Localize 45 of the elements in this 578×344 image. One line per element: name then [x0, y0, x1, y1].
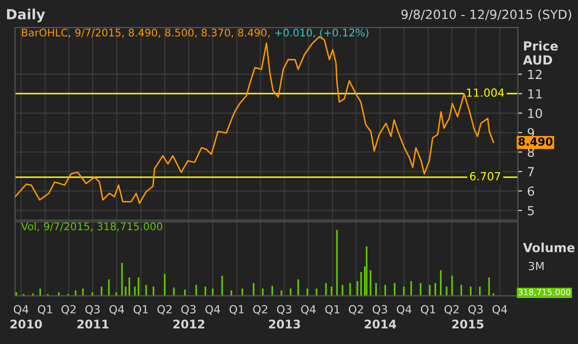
- x-tick-label: Q2: [157, 305, 172, 315]
- chart-title: Daily: [7, 8, 46, 22]
- x-tick-label: Q1: [230, 305, 244, 315]
- y-tick-label: 12: [528, 70, 542, 79]
- y-axis-title: Volume: [522, 242, 575, 252]
- x-tick-label: Q2: [444, 305, 459, 315]
- x2-tick-label: 2012: [173, 320, 204, 329]
- y-tick-label: 7: [528, 167, 534, 176]
- annotation: +0.010, (+0.12%): [275, 28, 368, 38]
- text: 318,715.000: [518, 288, 570, 296]
- annotation: Vol, 9/7/2015, 318,715.000: [21, 222, 162, 232]
- x-tick-label: Q4: [301, 305, 316, 315]
- annotation: 8.490: [518, 137, 552, 146]
- text: 3M: [528, 262, 544, 270]
- x2-tick-label: 2010: [10, 320, 42, 329]
- y-tick-label: 10: [528, 108, 542, 118]
- x-tick-label: Q3: [372, 305, 387, 315]
- x-tick-label: Q4: [205, 305, 220, 315]
- x-tick-label: Q1: [38, 305, 52, 315]
- x-tick-label: Q3: [85, 305, 100, 315]
- x-tick-label: Q1: [325, 305, 340, 315]
- x-tick-label: Q4: [109, 305, 124, 315]
- x-tick-label: Q3: [468, 305, 483, 315]
- x-tick-label: Q4: [492, 305, 508, 315]
- x-tick-label: Q3: [277, 305, 292, 315]
- x-tick-label: Q2: [253, 305, 268, 315]
- y-tick-label: 6: [528, 186, 534, 196]
- x-tick-label: Q4: [396, 305, 412, 315]
- x-tick-label: Q2: [348, 305, 363, 315]
- x2-tick-label: 2015: [452, 320, 484, 329]
- y-axis-title: Price AUD: [522, 41, 558, 65]
- y-tick-label: 5: [528, 206, 534, 216]
- x-tick-label: Q1: [134, 305, 148, 315]
- x-tick-label: Q1: [420, 305, 436, 315]
- x-tick-label: Q2: [61, 305, 76, 315]
- y-tick-label: 11: [528, 89, 542, 98]
- x-tick-label: Q3: [181, 305, 196, 315]
- ref-line-label: 6.707: [470, 172, 500, 180]
- annotation: BarOHLC, 9/7/2015, 8.490, 8.500, 8.370, 8.490,: [22, 28, 270, 38]
- chart-subtitle: 9/8/2010 - 12/9/2015 (SYD): [401, 9, 572, 21]
- x2-tick-label: 2011: [77, 320, 109, 329]
- x2-tick-label: 2014: [364, 320, 396, 329]
- ref-line-label: 11.004: [466, 88, 504, 97]
- x2-tick-label: 2013: [269, 320, 300, 329]
- x-tick-label: Q4: [14, 305, 28, 315]
